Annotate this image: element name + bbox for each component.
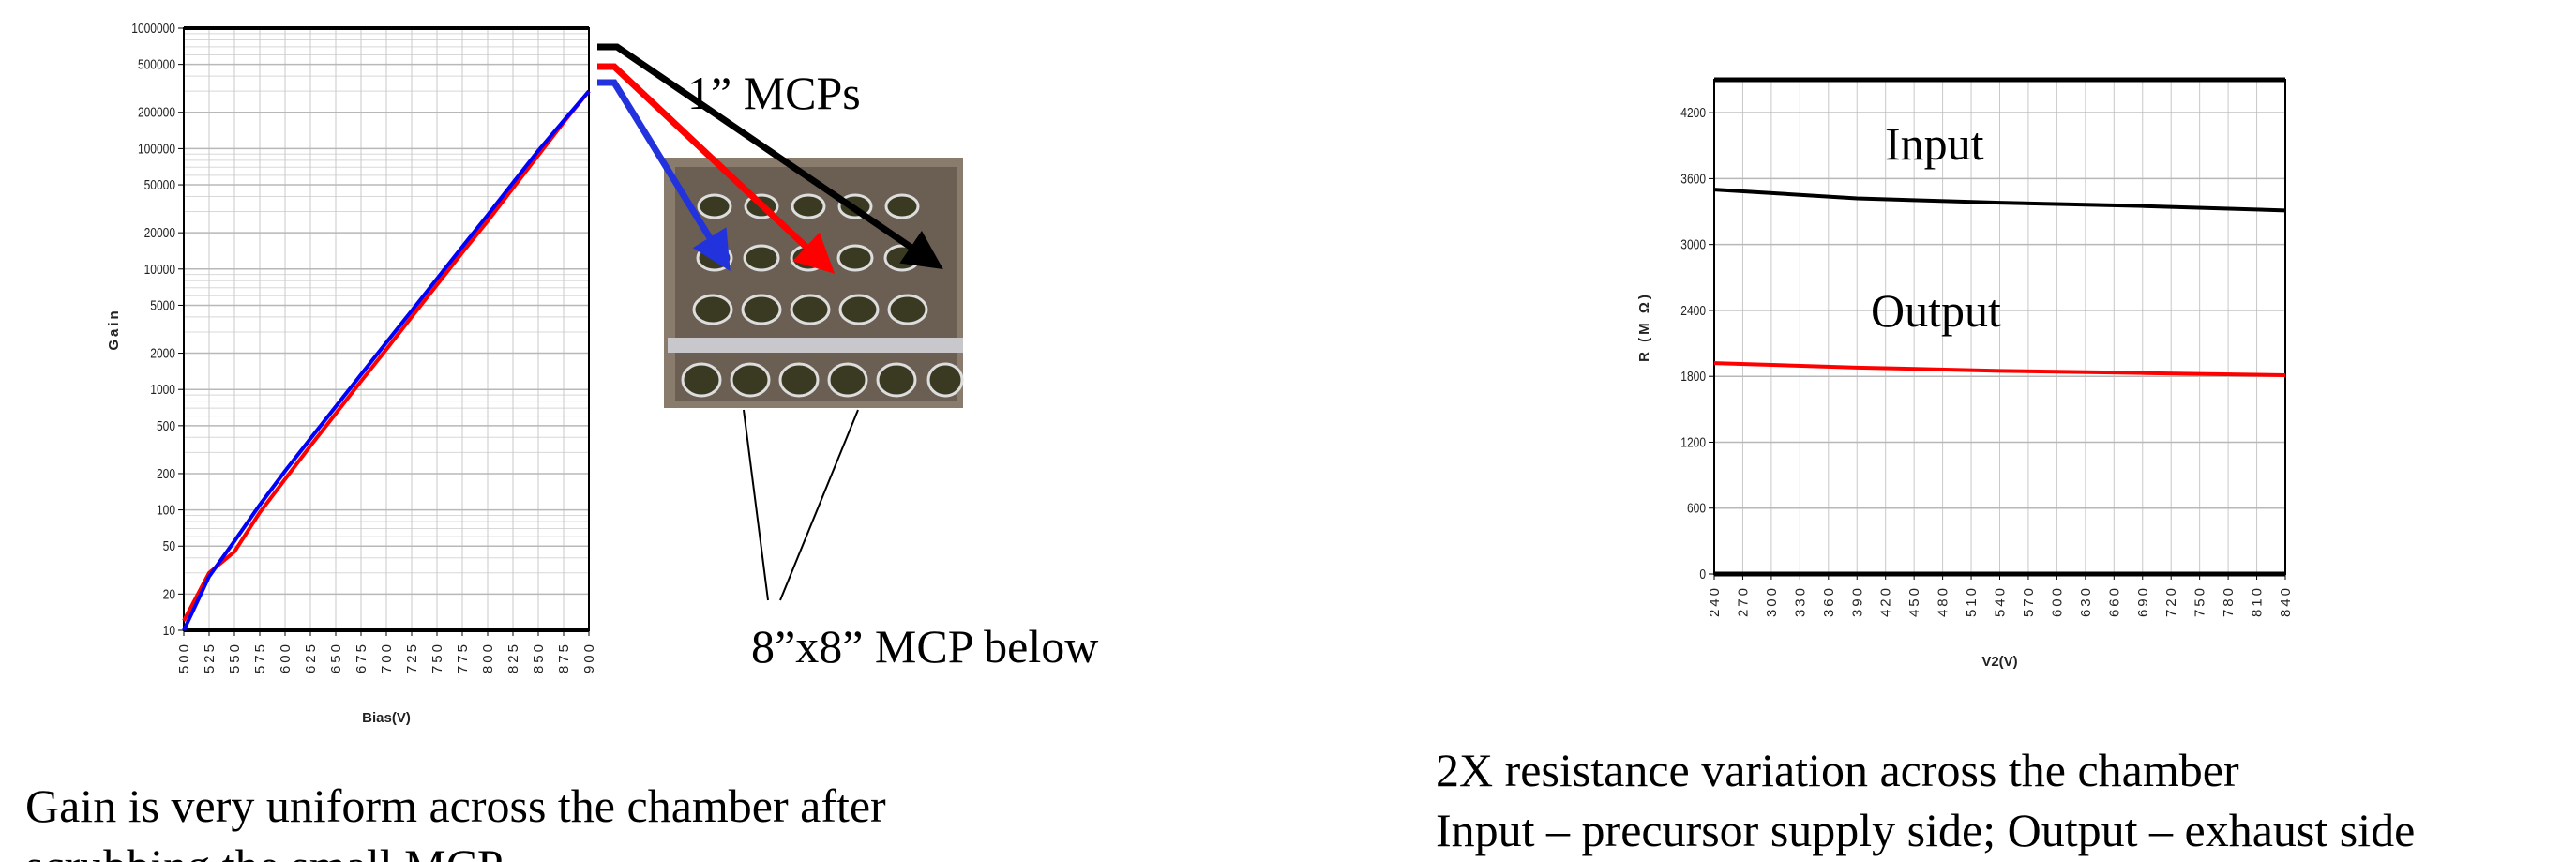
x-tick-label: 800	[480, 642, 496, 673]
x-tick-label: 690	[2135, 585, 2151, 617]
y-tick-label: 100	[157, 502, 175, 518]
x-tick-label: 525	[202, 642, 218, 673]
x-tick-label: 750	[429, 642, 445, 673]
y-tick-label: 10000	[144, 262, 176, 278]
x-tick-label: 675	[354, 642, 369, 673]
x-tick-label: 825	[505, 642, 521, 673]
x-tick-label: 725	[404, 642, 420, 673]
y-tick-label: 20000	[144, 225, 176, 241]
caption: Input – precursor supply side; Output – …	[1436, 804, 2415, 856]
page: {"chart_data": [ {"type": "line", "x_lab…	[0, 0, 2576, 862]
x-tick-label: 700	[379, 642, 395, 673]
caption: scrubbing the small MCP	[25, 839, 504, 862]
x-tick-label: 840	[2278, 585, 2294, 617]
resistance-chart: 240 270 300 330 360 390 420 450 480 510 540 570 600 6…	[1636, 80, 2294, 670]
caption: 2X resistance variation across the chamb…	[1436, 744, 2239, 796]
x-tick-label: 810	[2250, 585, 2266, 617]
x-tick-label: 900	[581, 642, 597, 673]
x-tick-label: 550	[227, 642, 243, 673]
x-tick-label: 660	[2106, 585, 2122, 617]
x-tick-label: 480	[1936, 585, 1951, 617]
x-tick-label: 450	[1906, 585, 1922, 617]
x-tick-label: 720	[2163, 585, 2179, 617]
x-tick-label: 510	[1964, 585, 1980, 617]
x-tick-label: 360	[1821, 585, 1837, 617]
y-tick-label: 3000	[1680, 236, 1706, 252]
x-axis-label: V2(V)	[1981, 654, 2017, 670]
y-axis-label: Gain	[106, 308, 122, 350]
x-tick-label: 650	[328, 642, 344, 673]
y-tick-label: 600	[1687, 500, 1706, 516]
x-tick-label: 750	[2192, 585, 2208, 617]
callout: 8”x8” MCP below	[751, 620, 1098, 673]
y-tick-label: 1200	[1680, 434, 1706, 450]
y-tick-label: 4200	[1680, 105, 1706, 121]
y-tick-label: 100000	[138, 141, 175, 157]
x-tick-label: 600	[278, 642, 294, 673]
x-tick-label: 240	[1707, 585, 1723, 617]
y-axis-label: R (M Ω)	[1636, 292, 1652, 362]
y-tick-label: 0	[1699, 567, 1706, 582]
x-tick-label: 575	[252, 642, 268, 673]
y-tick-label: 200000	[138, 104, 175, 120]
x-tick-label: 390	[1849, 585, 1865, 617]
callout: 1” MCPs	[687, 67, 861, 119]
y-tick-label: 20	[163, 586, 176, 602]
y-tick-label: 2000	[150, 345, 175, 361]
x-axis-label: Bias(V)	[362, 710, 411, 726]
y-tick-label: 10	[163, 623, 176, 639]
y-tick-label: 500000	[138, 56, 175, 72]
y-tick-label: 2400	[1680, 303, 1706, 319]
x-tick-label: 300	[1764, 585, 1780, 617]
x-tick-label: 540	[1993, 585, 2009, 617]
x-tick-label: 270	[1735, 585, 1751, 617]
x-tick-label: 630	[2078, 585, 2094, 617]
series-label: Output	[1871, 284, 2001, 337]
y-tick-label: 500	[157, 418, 175, 434]
x-tick-label: 420	[1878, 585, 1894, 617]
series-label: Input	[1885, 117, 1984, 170]
x-tick-label: 875	[556, 642, 572, 673]
y-tick-label: 1000000	[131, 21, 175, 37]
x-tick-label: 780	[2221, 585, 2237, 617]
slide: 5005255505756006256506757007257507758008…	[0, 0, 2576, 862]
x-tick-label: 625	[303, 642, 319, 673]
x-tick-label: 570	[2021, 585, 2037, 617]
y-tick-label: 3600	[1680, 171, 1706, 187]
caption: Gain is very uniform across the chamber …	[25, 779, 886, 832]
y-tick-label: 50000	[144, 177, 176, 193]
y-tick-label: 200	[157, 466, 175, 482]
x-tick-label: 330	[1792, 585, 1808, 617]
gain-chart: 500 525 550 575 600 625 650 675 700 725 750 775 800 8…	[106, 21, 597, 726]
y-tick-label: 1800	[1680, 369, 1706, 385]
x-tick-label: 775	[455, 642, 471, 673]
mcp-photo	[664, 158, 963, 408]
y-tick-label: 50	[163, 538, 176, 554]
x-tick-label: 600	[2049, 585, 2065, 617]
y-tick-label: 5000	[150, 297, 175, 313]
y-tick-label: 1000	[150, 382, 175, 398]
x-tick-label: 850	[531, 642, 547, 673]
x-tick-label: 500	[176, 642, 192, 673]
